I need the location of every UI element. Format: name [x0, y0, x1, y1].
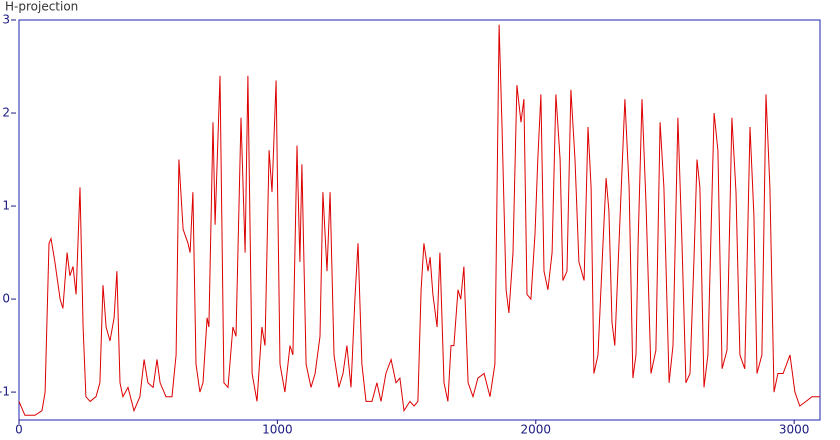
x-tick-label: 3000	[779, 423, 810, 437]
y-tick-label: 1	[2, 199, 10, 213]
y-tick-label: 0	[2, 292, 10, 306]
y-tick-label: 3	[2, 13, 10, 27]
x-tick-label: 0	[15, 423, 23, 437]
y-tick-label: 2	[2, 106, 10, 120]
y-tick-label: -1	[0, 385, 10, 399]
x-tick-label: 1000	[262, 423, 293, 437]
x-tick-label: 2000	[521, 423, 552, 437]
data-line	[18, 24, 820, 416]
plot-frame	[18, 19, 821, 421]
chart-title: H-projection	[5, 0, 78, 14]
